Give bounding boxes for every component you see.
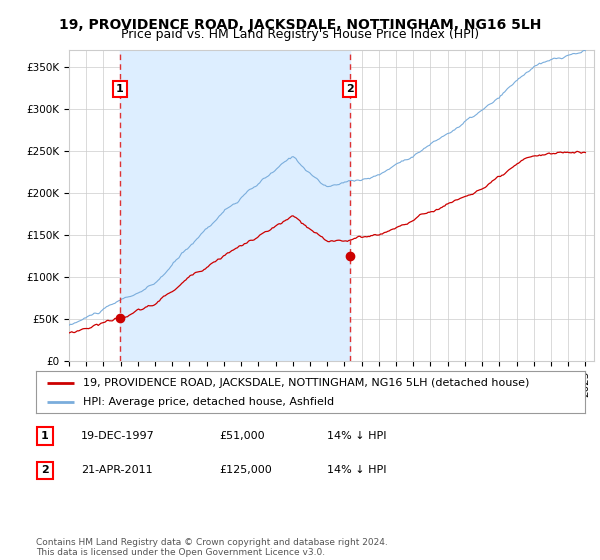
Text: 2: 2 (41, 465, 49, 475)
Text: 2: 2 (346, 84, 353, 94)
Text: 19, PROVIDENCE ROAD, JACKSDALE, NOTTINGHAM, NG16 5LH: 19, PROVIDENCE ROAD, JACKSDALE, NOTTINGH… (59, 18, 541, 32)
Text: Price paid vs. HM Land Registry's House Price Index (HPI): Price paid vs. HM Land Registry's House … (121, 28, 479, 41)
Text: 21-APR-2011: 21-APR-2011 (81, 465, 152, 475)
Text: 14% ↓ HPI: 14% ↓ HPI (327, 465, 386, 475)
Text: 19, PROVIDENCE ROAD, JACKSDALE, NOTTINGHAM, NG16 5LH (detached house): 19, PROVIDENCE ROAD, JACKSDALE, NOTTINGH… (83, 377, 529, 388)
Text: 1: 1 (116, 84, 124, 94)
Text: Contains HM Land Registry data © Crown copyright and database right 2024.
This d: Contains HM Land Registry data © Crown c… (36, 538, 388, 557)
Text: 19-DEC-1997: 19-DEC-1997 (81, 431, 155, 441)
Text: £125,000: £125,000 (219, 465, 272, 475)
Bar (120, 50, 350, 361)
Text: 14% ↓ HPI: 14% ↓ HPI (327, 431, 386, 441)
Text: 1: 1 (41, 431, 49, 441)
Text: £51,000: £51,000 (219, 431, 265, 441)
Text: HPI: Average price, detached house, Ashfield: HPI: Average price, detached house, Ashf… (83, 397, 334, 407)
